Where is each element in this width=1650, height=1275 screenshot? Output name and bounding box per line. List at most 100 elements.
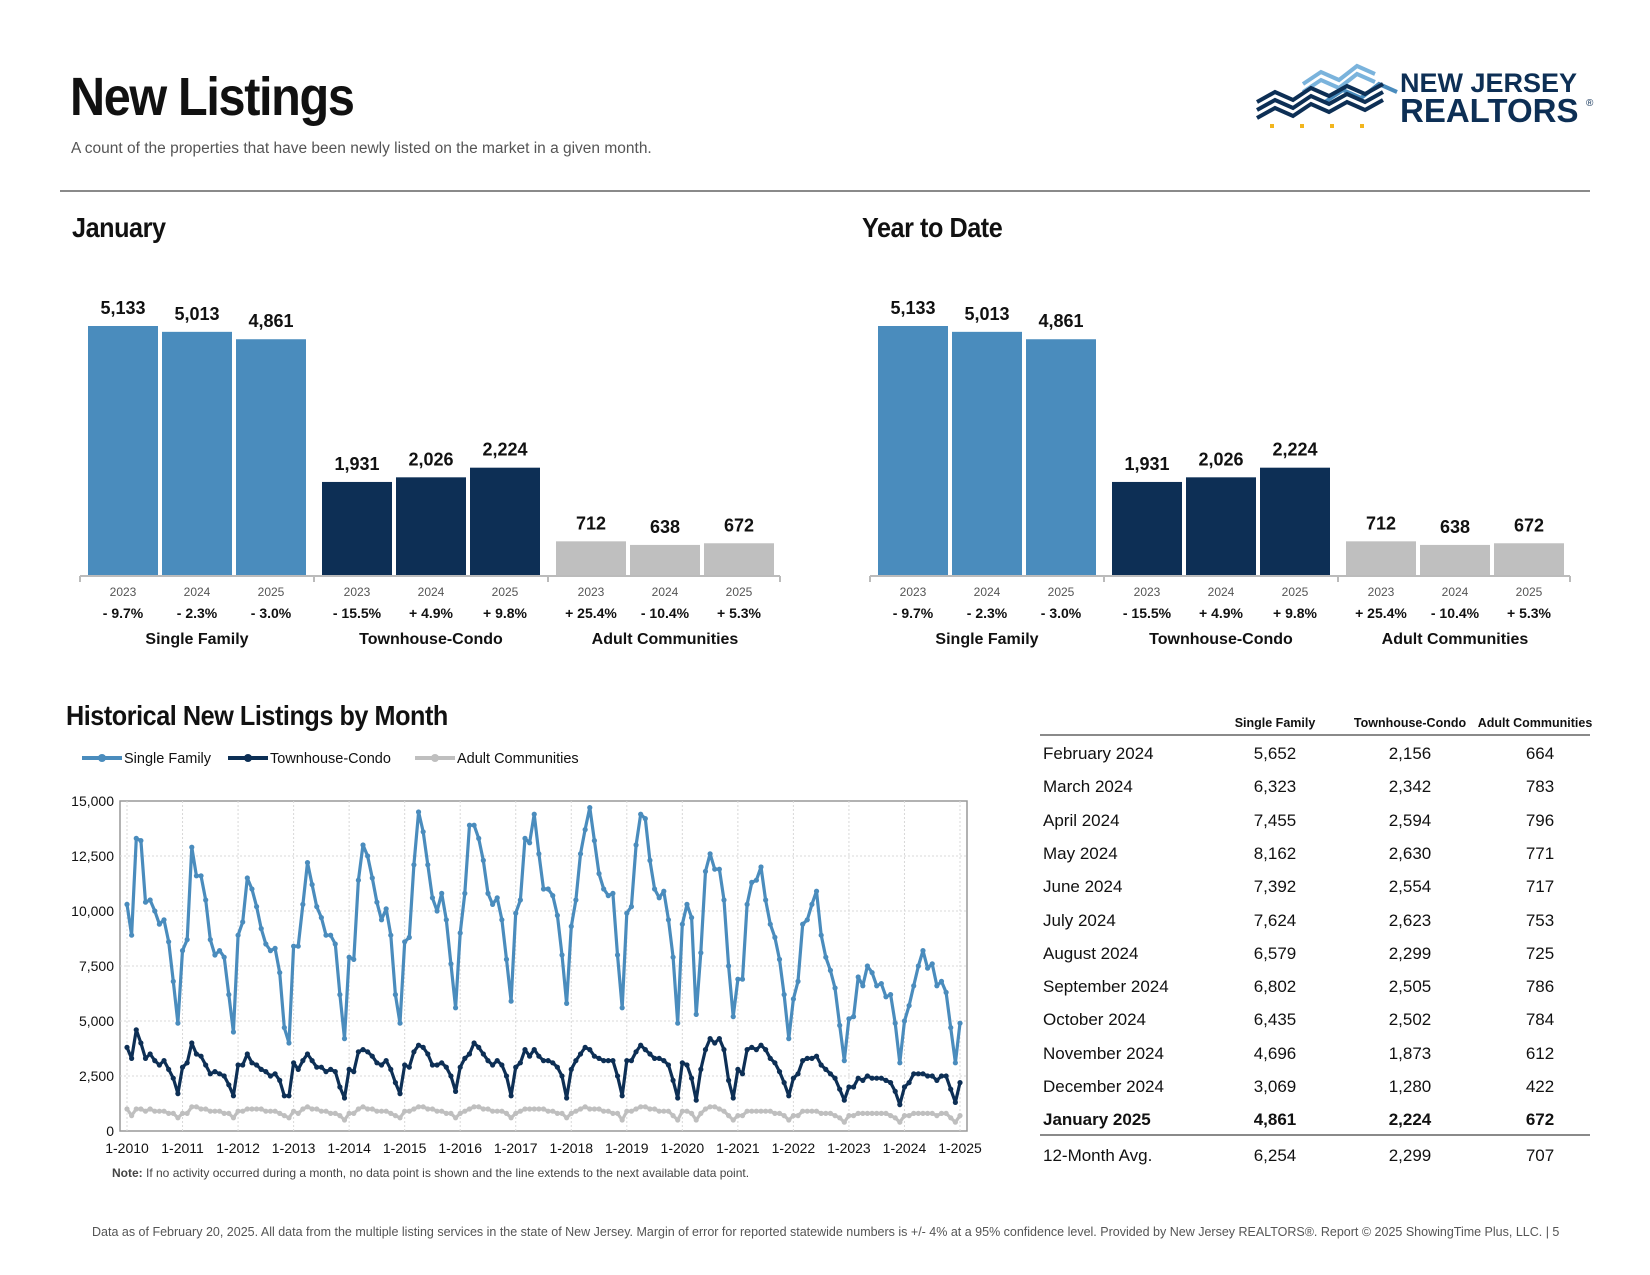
- data-point: [804, 917, 810, 923]
- row-value-sf: 6,802: [1253, 977, 1297, 997]
- data-point: [207, 937, 213, 943]
- data-point: [684, 901, 690, 907]
- data-point: [679, 921, 685, 927]
- y-tick-label: 5,000: [79, 1013, 114, 1029]
- january-title: January: [72, 212, 166, 243]
- pct-change-label: + 5.3%: [717, 605, 762, 621]
- data-point: [323, 1069, 329, 1075]
- data-point: [749, 1108, 755, 1114]
- row-value-tc: 2,299: [1388, 943, 1432, 963]
- data-point: [536, 851, 542, 857]
- data-point: [365, 1049, 371, 1055]
- data-point: [605, 893, 611, 899]
- data-point: [133, 1106, 139, 1112]
- row-value-sf: 4,861: [1253, 1110, 1297, 1130]
- data-point: [328, 1066, 334, 1072]
- data-point: [198, 1106, 204, 1112]
- data-point: [244, 875, 250, 881]
- data-point: [508, 998, 514, 1004]
- bar-value-label: 2,026: [1198, 449, 1243, 469]
- data-point: [693, 1011, 699, 1017]
- data-point: [957, 1113, 963, 1119]
- data-point: [161, 1108, 167, 1114]
- y-tick-label: 15,000: [71, 793, 114, 809]
- bar-value-label: 638: [650, 517, 680, 537]
- data-point: [309, 1058, 315, 1064]
- year-tick-label: 2023: [110, 585, 137, 599]
- data-point: [887, 1113, 894, 1119]
- table-top-rule: [1040, 734, 1590, 736]
- data-point: [179, 1064, 186, 1070]
- data-point: [568, 1066, 574, 1072]
- x-tick-label: 1-2013: [272, 1140, 316, 1156]
- table-row: October 2024 6,435 2,502 784: [1040, 1003, 1590, 1036]
- data-point: [281, 1093, 287, 1099]
- bar: [1420, 544, 1490, 576]
- data-point: [841, 1119, 847, 1125]
- row-month-label: December 2024: [1043, 1077, 1164, 1096]
- data-point: [564, 1095, 570, 1101]
- data-point: [874, 1110, 880, 1116]
- data-point: [564, 1115, 570, 1121]
- data-point: [883, 1110, 889, 1116]
- data-point: [661, 888, 667, 894]
- data-point: [850, 1084, 857, 1090]
- data-point: [911, 1071, 917, 1077]
- data-point: [489, 1108, 496, 1114]
- data-point: [156, 921, 162, 927]
- data-point: [341, 1117, 348, 1123]
- data-point: [837, 1115, 843, 1121]
- data-point: [402, 1062, 408, 1068]
- data-point: [503, 1110, 510, 1116]
- data-point: [235, 932, 241, 938]
- data-point: [439, 890, 445, 896]
- data-point: [314, 1106, 320, 1112]
- data-point: [471, 1104, 477, 1110]
- year-tick-label: 2025: [726, 585, 753, 599]
- data-point: [568, 923, 574, 929]
- data-point: [753, 877, 759, 883]
- data-point: [443, 1110, 449, 1116]
- bar-value-label: 5,133: [890, 298, 935, 318]
- data-point: [457, 1064, 463, 1070]
- data-point: [448, 1110, 454, 1116]
- data-point: [527, 840, 533, 846]
- data-point: [846, 1113, 852, 1119]
- data-point: [786, 1093, 792, 1099]
- row-value-tc: 2,342: [1388, 777, 1432, 797]
- group-label: Adult Communities: [592, 631, 739, 648]
- data-point: [152, 1108, 158, 1114]
- data-point: [272, 945, 278, 951]
- data-point: [786, 1036, 792, 1042]
- data-point: [823, 1066, 829, 1072]
- pct-change-label: - 9.7%: [103, 605, 144, 621]
- data-point: [846, 1084, 852, 1090]
- bar: [952, 331, 1022, 576]
- data-point: [573, 1058, 579, 1064]
- data-point: [207, 1108, 213, 1114]
- data-point: [341, 1095, 348, 1101]
- data-point: [596, 871, 602, 877]
- data-point: [448, 961, 454, 967]
- data-point: [147, 897, 153, 903]
- data-point: [804, 1055, 810, 1061]
- data-point: [813, 1108, 820, 1114]
- data-point: [878, 981, 884, 987]
- data-point: [559, 952, 565, 958]
- table-row: June 2024 7,392 2,554 717: [1040, 870, 1590, 903]
- data-point: [304, 1051, 311, 1057]
- data-point: [184, 1110, 190, 1116]
- data-point: [684, 1062, 690, 1068]
- year-tick-label: 2025: [258, 585, 285, 599]
- bar-value-label: 672: [724, 515, 754, 535]
- table-avg-rule: [1040, 1134, 1590, 1136]
- data-point: [716, 866, 722, 872]
- data-point: [763, 1047, 769, 1053]
- data-point: [360, 842, 366, 848]
- data-point: [351, 956, 357, 962]
- data-point: [253, 1062, 260, 1068]
- row-month-label: March 2024: [1043, 777, 1133, 797]
- row-value-tc: 2,299: [1388, 1145, 1432, 1165]
- legend-label: Townhouse-Condo: [270, 751, 391, 767]
- table-row: August 2024 6,579 2,299 725: [1040, 937, 1590, 970]
